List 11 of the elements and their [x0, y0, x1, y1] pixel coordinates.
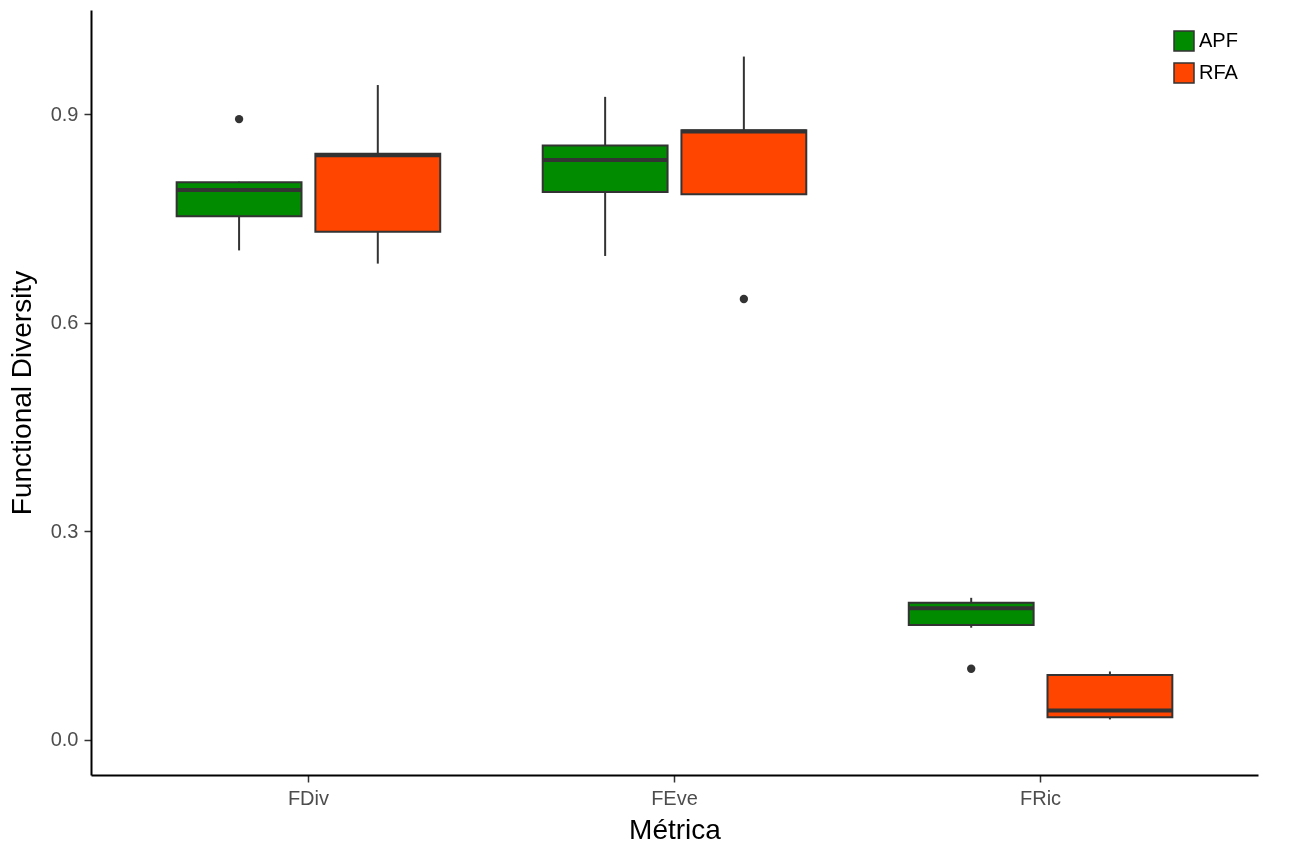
- y-axis-title: Functional Diversity: [5, 270, 37, 516]
- y-tick-label: 0.9: [50, 102, 79, 125]
- y-tick-label: 0.6: [50, 311, 79, 334]
- x-tick-label: FEve: [651, 786, 698, 809]
- y-tick-label: 0.3: [50, 519, 79, 542]
- y-tick-label: 0.0: [50, 728, 79, 751]
- legend-label: RFA: [1199, 61, 1239, 83]
- x-tick-label: FDiv: [287, 786, 329, 809]
- legend-label: APF: [1199, 29, 1238, 51]
- x-tick-label: FRic: [1020, 786, 1062, 809]
- x-axis-title: Métrica: [629, 813, 722, 845]
